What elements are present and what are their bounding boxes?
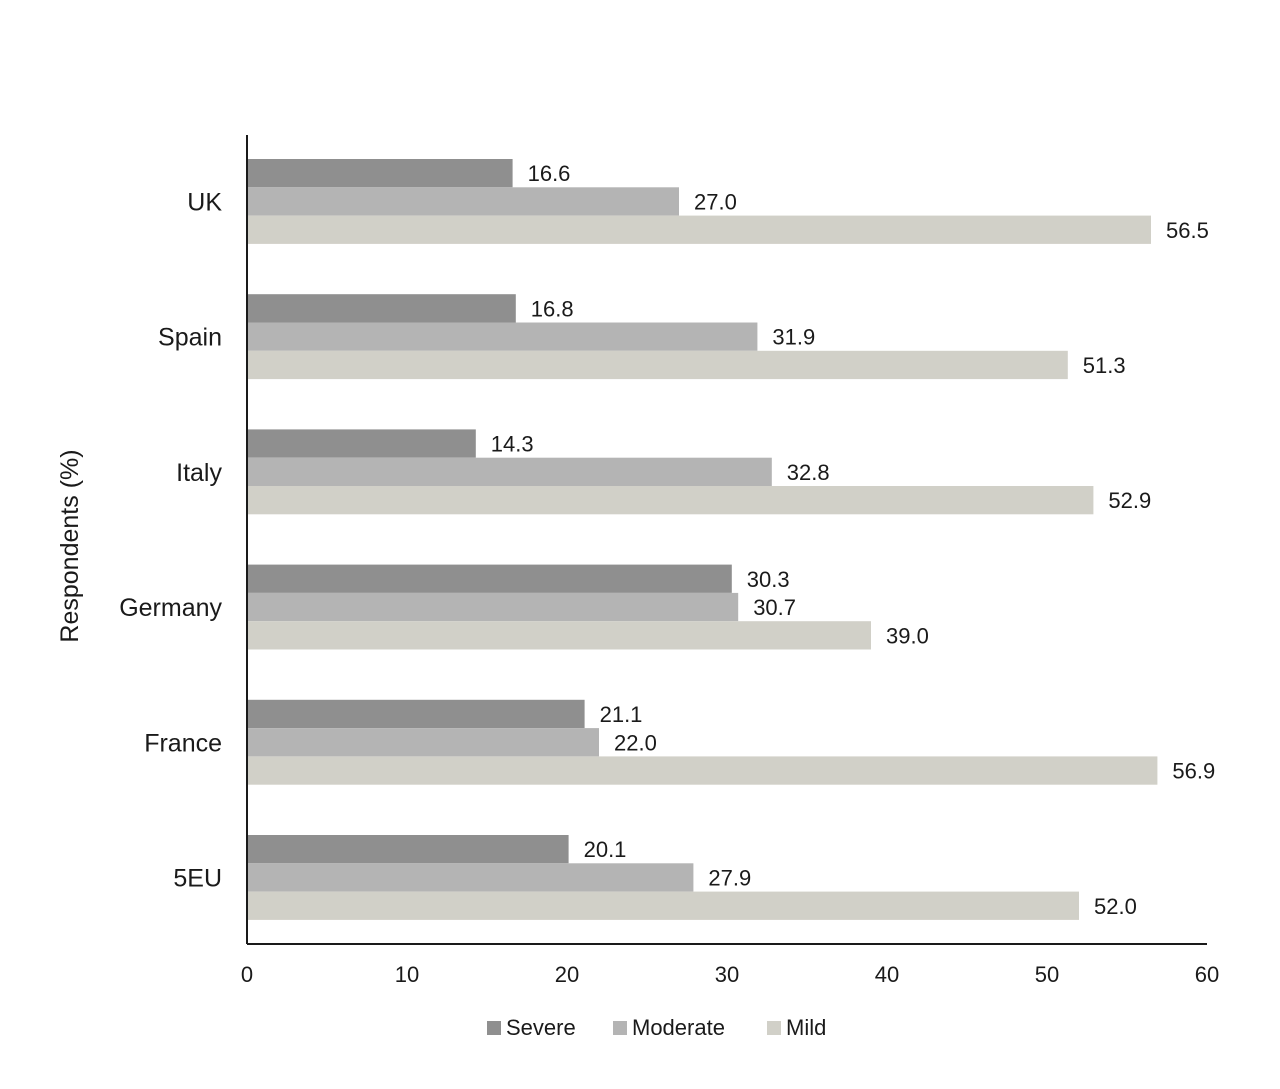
category-label-france: France [144,729,222,757]
bar-italy-severe [247,429,476,458]
x-tick-label-40: 40 [875,962,899,987]
data-labels-group: 16.6 27.0 56.5 16.8 31.9 51.3 14.3 32.8 52.9 30.3… [491,161,1215,919]
data-label-uk-mild: 56.5 [1166,218,1209,243]
x-tick-label-0: 0 [241,962,253,987]
data-label-spain-moderate: 31.9 [772,325,815,350]
bar-uk-severe [247,159,513,188]
legend: Severe Moderate Mild [487,1015,826,1040]
bar-uk-mild [247,215,1151,244]
legend-swatch-moderate [613,1021,627,1035]
x-tick-label-20: 20 [555,962,579,987]
bar-france-moderate [247,728,599,757]
data-label-france-severe: 21.1 [600,702,643,727]
x-tick-label-30: 30 [715,962,739,987]
category-labels-group: UK Spain Italy Germany France 5EU [119,188,222,892]
bar-5eu-moderate [247,863,694,892]
data-label-spain-mild: 51.3 [1083,353,1126,378]
data-label-germany-moderate: 30.7 [753,595,796,620]
category-label-italy: Italy [176,459,222,487]
category-label-5eu: 5EU [173,864,222,892]
category-label-uk: UK [187,188,222,216]
data-label-5eu-moderate: 27.9 [708,865,751,890]
data-label-france-moderate: 22.0 [614,730,657,755]
data-label-germany-mild: 39.0 [886,623,929,648]
legend-label-mild: Mild [786,1015,826,1040]
legend-swatch-severe [487,1021,501,1035]
x-ticks-group: 0 10 20 30 40 50 60 [241,962,1219,987]
category-label-germany: Germany [119,594,222,622]
data-label-italy-severe: 14.3 [491,432,534,457]
data-label-5eu-mild: 52.0 [1094,894,1137,919]
x-tick-label-50: 50 [1035,962,1059,987]
bar-germany-severe [247,564,732,593]
data-label-germany-severe: 30.3 [747,567,790,592]
data-label-italy-mild: 52.9 [1108,488,1151,513]
bars-group [247,159,1158,920]
data-label-uk-severe: 16.6 [528,161,571,186]
legend-label-severe: Severe [506,1015,576,1040]
bar-italy-moderate [247,457,772,486]
x-tick-label-60: 60 [1195,962,1219,987]
data-label-5eu-severe: 20.1 [584,837,627,862]
data-label-italy-moderate: 32.8 [787,460,830,485]
data-label-uk-moderate: 27.0 [694,189,737,214]
bar-5eu-mild [247,891,1079,920]
x-tick-label-10: 10 [395,962,419,987]
category-label-spain: Spain [158,324,222,352]
y-axis-title: Respondents (%) [56,449,84,642]
bar-uk-moderate [247,187,679,216]
bar-france-mild [247,756,1158,785]
bar-germany-mild [247,621,871,650]
bar-france-severe [247,699,585,729]
bar-germany-moderate [247,592,739,622]
bar-5eu-severe [247,835,569,864]
legend-swatch-mild [767,1021,781,1035]
bar-spain-mild [247,350,1068,380]
data-label-spain-severe: 16.8 [531,296,574,321]
legend-label-moderate: Moderate [632,1015,725,1040]
bar-italy-mild [247,486,1094,515]
data-label-france-mild: 56.9 [1172,759,1215,784]
bar-spain-moderate [247,322,758,351]
bar-spain-severe [247,294,516,323]
